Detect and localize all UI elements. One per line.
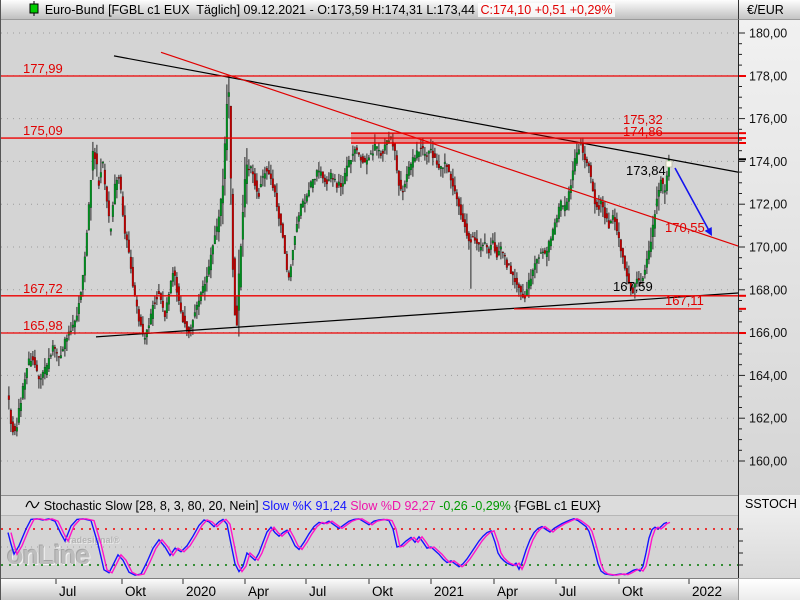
stochastic-panel[interactable]: Tradesignal® onLine xyxy=(1,516,738,578)
price-annotation: 167,11 xyxy=(665,293,704,308)
indicator-header-segment: Stochastic Slow [28, 8, 3, 80, 20, Nein] xyxy=(43,498,263,513)
stochastic-header-text: Stochastic Slow [28, 8, 3, 80, 20, Nein]… xyxy=(44,499,601,513)
time-axis-label: 2020 xyxy=(186,584,216,599)
title-segment: C:174,10 +0,51 +0,29% xyxy=(478,2,615,17)
time-axis-label: Okt xyxy=(372,584,393,599)
price-axis-label: 174,00 xyxy=(749,155,787,169)
price-axis[interactable]: 160,00 162,00 164,00 166,00 168,00 170,00 172,… xyxy=(738,20,800,495)
forecast-arrow[interactable] xyxy=(674,167,709,230)
chart-title-bar[interactable]: Euro-Bund [FGBL c1 EUX Täglich] 09.12.20… xyxy=(1,0,738,20)
price-annotation: 170,55 xyxy=(665,220,705,235)
price-annotation: 173,84 xyxy=(626,163,666,178)
price-annotation: 174,86 xyxy=(623,124,663,139)
stochastic-axis-label: SSTOCH xyxy=(745,497,797,511)
time-axis-label: Jul xyxy=(309,584,326,599)
stochastic-d-line[interactable] xyxy=(10,518,671,576)
forecast-arrow-head[interactable] xyxy=(704,227,712,236)
price-axis-label: 170,00 xyxy=(749,241,787,255)
price-axis-label: 166,00 xyxy=(749,326,787,340)
trendline-resistance-red[interactable] xyxy=(160,51,742,248)
price-annotation: 167,59 xyxy=(613,279,653,294)
time-axis-label: Jul xyxy=(59,584,76,599)
chart-title-text: Euro-Bund [FGBL c1 EUX Täglich] 09.12.20… xyxy=(44,2,615,17)
price-axis-label: 160,00 xyxy=(749,455,787,469)
stochastic-canvas[interactable] xyxy=(1,516,738,578)
price-axis-label: 180,00 xyxy=(749,27,787,41)
price-annotation: 167,72 xyxy=(23,281,63,296)
price-axis-label: 178,00 xyxy=(749,69,787,83)
indicator-header-segment: -0,26 -0,29% xyxy=(439,498,515,513)
price-annotation: 175,09 xyxy=(23,123,63,138)
trendline-support-black[interactable] xyxy=(95,292,739,338)
price-axis-label: 168,00 xyxy=(749,283,787,297)
watermark-brand-text: Tradesignal® xyxy=(63,535,120,545)
indicator-header-segment: {FGBL c1 EUX} xyxy=(514,498,601,513)
main-chart-panel[interactable]: 177,99 175,09 167,72 165,98 175,32 174,86 173,… xyxy=(1,20,742,495)
price-axis-label: 172,00 xyxy=(749,198,787,212)
time-axis-label: Okt xyxy=(622,584,643,599)
time-axis-label: Jul xyxy=(559,584,576,599)
price-unit-label: €/EUR xyxy=(738,0,800,20)
title-segment: Euro-Bund [FGBL c1 EUX Täglich] 09.12.20… xyxy=(44,2,479,17)
price-axis-label: 176,00 xyxy=(749,112,787,126)
price-annotation: 175,32 xyxy=(623,112,663,127)
time-axis-label: Apr xyxy=(497,584,519,599)
stochastic-axis[interactable]: SSTOCH xyxy=(738,495,800,578)
time-axis-label: Apr xyxy=(248,584,270,599)
price-axis-label: 162,00 xyxy=(749,412,787,426)
trendline-resistance-black[interactable] xyxy=(113,55,739,173)
axis-corner xyxy=(738,578,800,600)
price-annotation: 177,99 xyxy=(23,61,63,76)
time-axis-label: 2021 xyxy=(434,584,464,599)
price-annotation: 165,98 xyxy=(23,318,63,333)
time-axis[interactable]: Jul Okt 2020 Apr Jul Okt 2021 Apr Jul Okt 2022 xyxy=(1,578,738,600)
price-axis-label: 164,00 xyxy=(749,369,787,383)
indicator-header-segment: Slow %K 91,24 xyxy=(262,498,351,513)
selection-handle[interactable] xyxy=(665,160,673,168)
watermark-logo-text: onLine xyxy=(7,540,90,570)
candlestick-icon xyxy=(8,0,39,33)
candlestick-series[interactable] xyxy=(7,76,670,437)
time-axis-label: 2022 xyxy=(692,584,722,599)
indicator-header-segment: Slow %D 92,27 xyxy=(350,498,440,513)
resistance-zone[interactable] xyxy=(351,133,738,143)
oscillator-wave-icon xyxy=(4,484,40,528)
stochastic-header-bar[interactable]: Stochastic Slow [28, 8, 3, 80, 20, Nein]… xyxy=(1,495,738,516)
time-axis-label: Okt xyxy=(125,584,146,599)
